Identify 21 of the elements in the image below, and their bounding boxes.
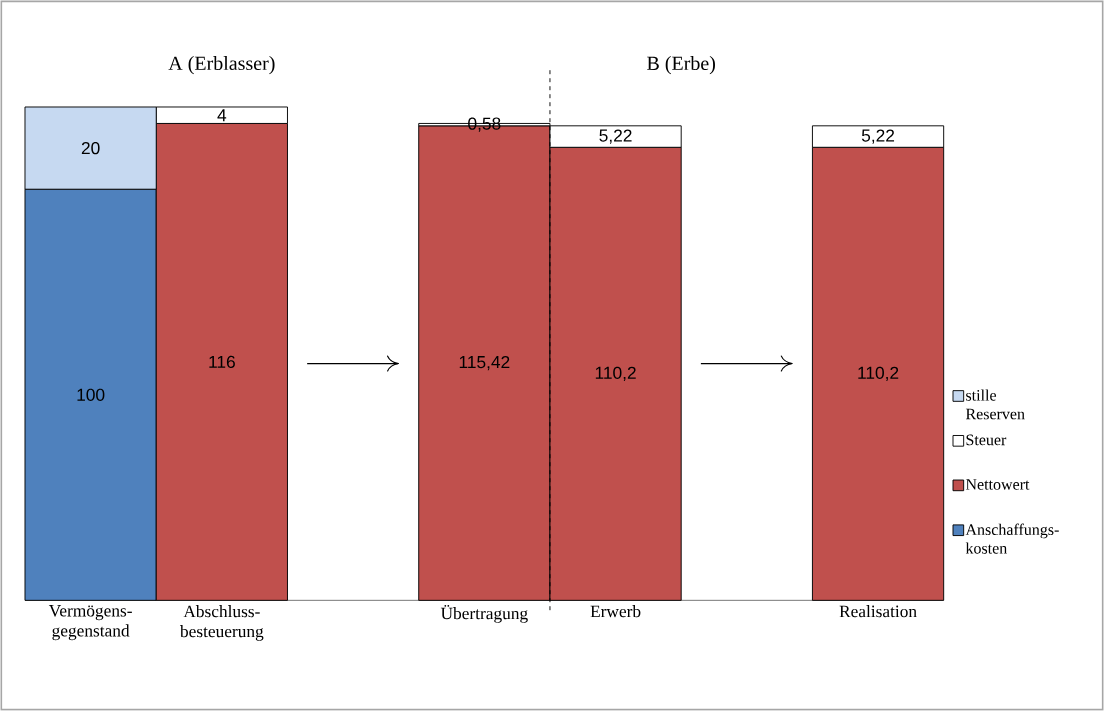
legend-label: stille Reserven — [965, 389, 1025, 420]
data-label: 115,42 — [459, 355, 510, 371]
data-label: 4 — [217, 109, 227, 122]
legend-label: Nettowert — [965, 479, 1030, 490]
data-label: 110,2 — [858, 366, 899, 381]
data-label: 110,2 — [595, 366, 636, 381]
x-tick-label: Erwerb — [590, 605, 641, 618]
data-label: 0,58 — [468, 117, 501, 132]
data-label: 116 — [209, 355, 235, 369]
x-tick-label: Realisation — [839, 605, 917, 618]
x-tick-label: Übertragung — [440, 605, 528, 623]
x-tick-label: Vermögens-gegenstand — [48, 605, 132, 641]
text: B (Erbe) — [647, 56, 715, 75]
data-label: 100 — [77, 388, 105, 401]
legend-label: Anschaffungs-kosten — [965, 523, 1059, 554]
data-label: 5,22 — [861, 129, 895, 144]
legend-label: Steuer — [966, 434, 1007, 446]
data-label: 5,22 — [599, 129, 632, 144]
x-tick-label: Abschluss-besteuerung — [179, 605, 264, 641]
data-label: 20 — [81, 141, 100, 155]
text: A (Erblasser) — [168, 56, 275, 75]
